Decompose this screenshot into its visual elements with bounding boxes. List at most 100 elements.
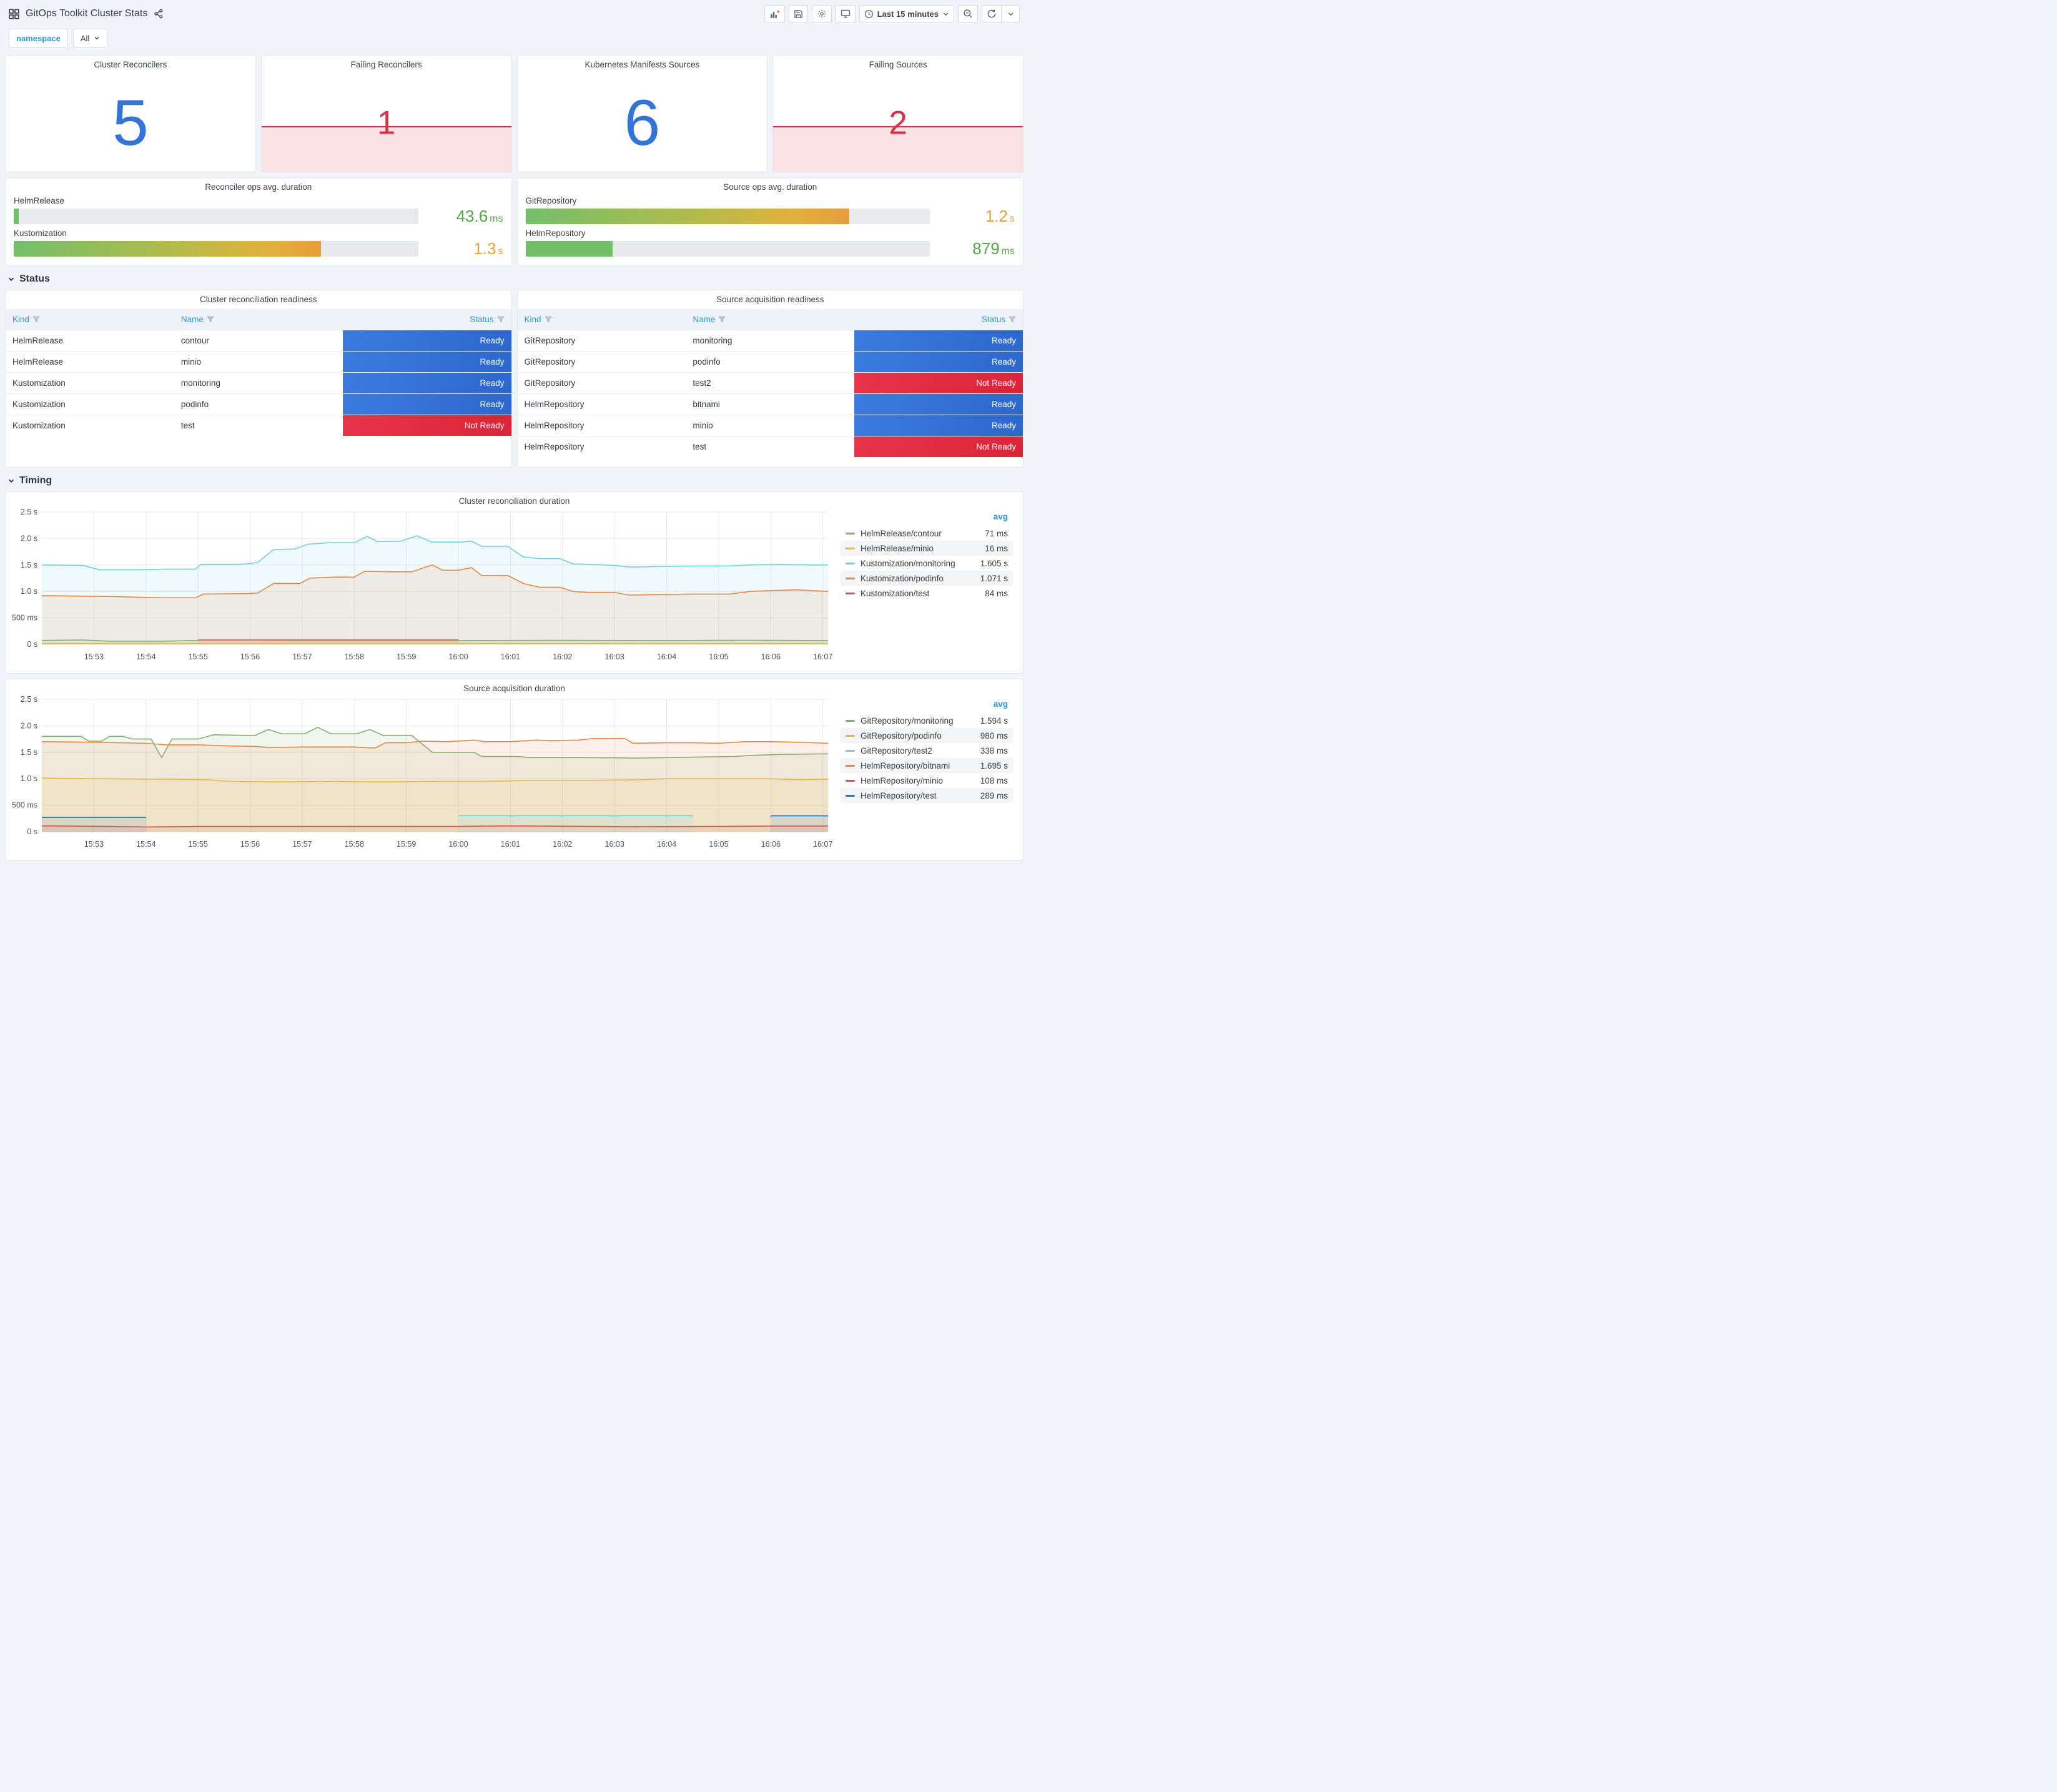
cycle-view-mode-button[interactable]	[835, 5, 856, 22]
chart-row-cluster: Cluster reconciliation duration 0 s 500 ms…	[5, 491, 1024, 674]
refresh-button[interactable]	[982, 5, 1001, 22]
gauge-panel-title[interactable]: Reconciler ops avg. duration	[205, 182, 312, 192]
svg-text:16:06: 16:06	[761, 840, 781, 849]
stat-panel-title[interactable]: Failing Sources	[869, 60, 927, 69]
status-badge: Not Ready	[854, 436, 1023, 457]
save-dashboard-button[interactable]	[788, 5, 808, 22]
status-badge: Ready	[854, 351, 1023, 372]
legend-avg-header[interactable]: avg	[993, 512, 1008, 521]
legend-item-HelmRelease/contour[interactable]: HelmRelease/contour 71 ms	[841, 526, 1013, 541]
zoom-out-button[interactable]	[958, 5, 978, 22]
readiness-table: Kind Name Status GitRepository monitoring Rea…	[517, 309, 1023, 457]
legend-series-name: HelmRepository/test	[861, 790, 937, 800]
gauge-fill	[525, 240, 613, 257]
legend-series-dash	[846, 719, 855, 722]
svg-text:15:55: 15:55	[188, 652, 207, 661]
cell-kind: GitRepository	[517, 350, 686, 372]
column-header-name[interactable]: Name	[174, 309, 343, 330]
legend-series-name: Kustomization/test	[861, 588, 930, 598]
svg-text:15:56: 15:56	[240, 652, 260, 661]
stat-value: 2	[889, 104, 907, 142]
gauge-panel-0: Reconciler ops avg. duration HelmRelease 4…	[5, 177, 512, 266]
svg-text:16:01: 16:01	[501, 652, 520, 661]
column-header-kind[interactable]: Kind	[517, 309, 686, 330]
legend-series-dash	[846, 562, 855, 564]
svg-text:0 s: 0 s	[27, 640, 37, 649]
filter-funnel-icon[interactable]	[718, 316, 726, 323]
gauge-number: 879	[972, 239, 1000, 258]
dashboard-settings-button[interactable]	[811, 5, 832, 22]
legend-item-HelmRepository/bitnami[interactable]: HelmRepository/bitnami 1.695 s	[841, 758, 1013, 773]
column-header-name[interactable]: Name	[686, 309, 855, 330]
cell-name: test	[174, 414, 343, 436]
legend-item-Kustomization/podinfo[interactable]: Kustomization/podinfo 1.071 s	[841, 571, 1013, 586]
legend-item-HelmRepository/minio[interactable]: HelmRepository/minio 108 ms	[841, 773, 1013, 788]
cell-status: Not Ready	[854, 372, 1023, 393]
cell-name: monitoring	[686, 329, 855, 351]
gauge-track	[14, 240, 418, 257]
legend-item-HelmRepository/test[interactable]: HelmRepository/test 289 ms	[841, 788, 1013, 803]
chart-panel-title[interactable]: Source acquisition duration	[463, 684, 565, 693]
cell-kind: HelmRepository	[517, 435, 686, 457]
legend-item-Kustomization/monitoring[interactable]: Kustomization/monitoring 1.605 s	[841, 556, 1013, 571]
stat-panel-title[interactable]: Kubernetes Manifests Sources	[585, 60, 700, 69]
gauge-panel-title[interactable]: Source ops avg. duration	[723, 182, 817, 192]
apps-grid-icon[interactable]	[9, 8, 19, 19]
column-header-kind[interactable]: Kind	[6, 309, 174, 330]
svg-text:16:00: 16:00	[448, 652, 468, 661]
stat-panel-title[interactable]: Failing Reconcilers	[350, 60, 422, 69]
table-row: HelmRepository minio Ready	[517, 414, 1023, 436]
legend-avg-header[interactable]: avg	[993, 699, 1008, 709]
legend-item-GitRepository/podinfo[interactable]: GitRepository/podinfo 980 ms	[841, 728, 1013, 743]
stat-panel-title[interactable]: Cluster Reconcilers	[94, 60, 167, 69]
refresh-interval-dropdown[interactable]	[1001, 5, 1020, 22]
filter-funnel-icon[interactable]	[1009, 316, 1016, 323]
time-range-picker[interactable]: Last 15 minutes	[859, 5, 954, 22]
svg-text:15:58: 15:58	[345, 840, 364, 849]
column-header-status[interactable]: Status	[854, 309, 1023, 330]
cell-status: Ready	[342, 350, 511, 372]
legend-item-GitRepository/monitoring[interactable]: GitRepository/monitoring 1.594 s	[841, 713, 1013, 728]
section-header-status[interactable]: Status	[5, 271, 1024, 285]
cell-name: minio	[686, 414, 855, 436]
legend-series-dash	[846, 794, 855, 797]
legend-item-Kustomization/test[interactable]: Kustomization/test 84 ms	[841, 586, 1013, 601]
table-panel-title[interactable]: Source acquisition readiness	[716, 295, 824, 304]
stat-panel-3: Failing Sources 2	[772, 55, 1024, 172]
gauge-track	[525, 208, 930, 224]
stat-value: 5	[112, 86, 149, 159]
gauge-row-GitRepository: GitRepository 1.2 s	[525, 196, 1015, 224]
cell-status: Ready	[342, 329, 511, 351]
threshold-fill-region	[261, 126, 511, 172]
variable-value-dropdown[interactable]: All	[72, 29, 108, 47]
chart-panel-1: Source acquisition duration 0 s 500 ms 1.0 …	[5, 679, 1024, 861]
legend-item-GitRepository/test2[interactable]: GitRepository/test2 338 ms	[841, 743, 1013, 758]
variables-submenu: namespace All	[0, 24, 1028, 55]
svg-text:15:59: 15:59	[397, 652, 416, 661]
filter-funnel-icon[interactable]	[496, 316, 505, 323]
legend-item-HelmRelease/minio[interactable]: HelmRelease/minio 16 ms	[841, 541, 1013, 556]
gauge-number: 43.6	[456, 207, 488, 225]
svg-text:16:03: 16:03	[605, 840, 624, 849]
timeseries-chart[interactable]: 0 s 500 ms 1.0 s 1.5 s 2.0 s 2.5 s 15:53 15:54 1…	[7, 694, 833, 852]
add-panel-button[interactable]	[764, 5, 785, 22]
cell-kind: Kustomization	[6, 372, 174, 393]
section-header-timing[interactable]: Timing	[5, 473, 1024, 486]
gauge-unit: s	[498, 246, 503, 257]
timeseries-chart[interactable]: 0 s 500 ms 1.0 s 1.5 s 2.0 s 2.5 s 15:53 15:54 1…	[7, 507, 833, 664]
share-icon[interactable]	[154, 9, 164, 19]
section-status-label: Status	[19, 273, 50, 284]
filter-funnel-icon[interactable]	[544, 316, 552, 323]
filter-funnel-icon[interactable]	[32, 316, 40, 323]
readiness-table: Kind Name Status HelmRelease contour Ready Hel…	[6, 309, 511, 436]
column-header-status[interactable]: Status	[342, 309, 511, 330]
gauge-value: 879 ms	[940, 240, 1015, 257]
legend-series-avg: 338 ms	[980, 746, 1008, 756]
chart-panel-title[interactable]: Cluster reconciliation duration	[458, 496, 570, 506]
cell-kind: HelmRelease	[6, 329, 174, 351]
filter-funnel-icon[interactable]	[207, 316, 214, 323]
status-badge: Ready	[854, 415, 1023, 436]
table-row: HelmRepository test Not Ready	[517, 435, 1023, 457]
table-panel-title[interactable]: Cluster reconciliation readiness	[199, 295, 317, 304]
chevron-down-icon	[8, 277, 14, 282]
